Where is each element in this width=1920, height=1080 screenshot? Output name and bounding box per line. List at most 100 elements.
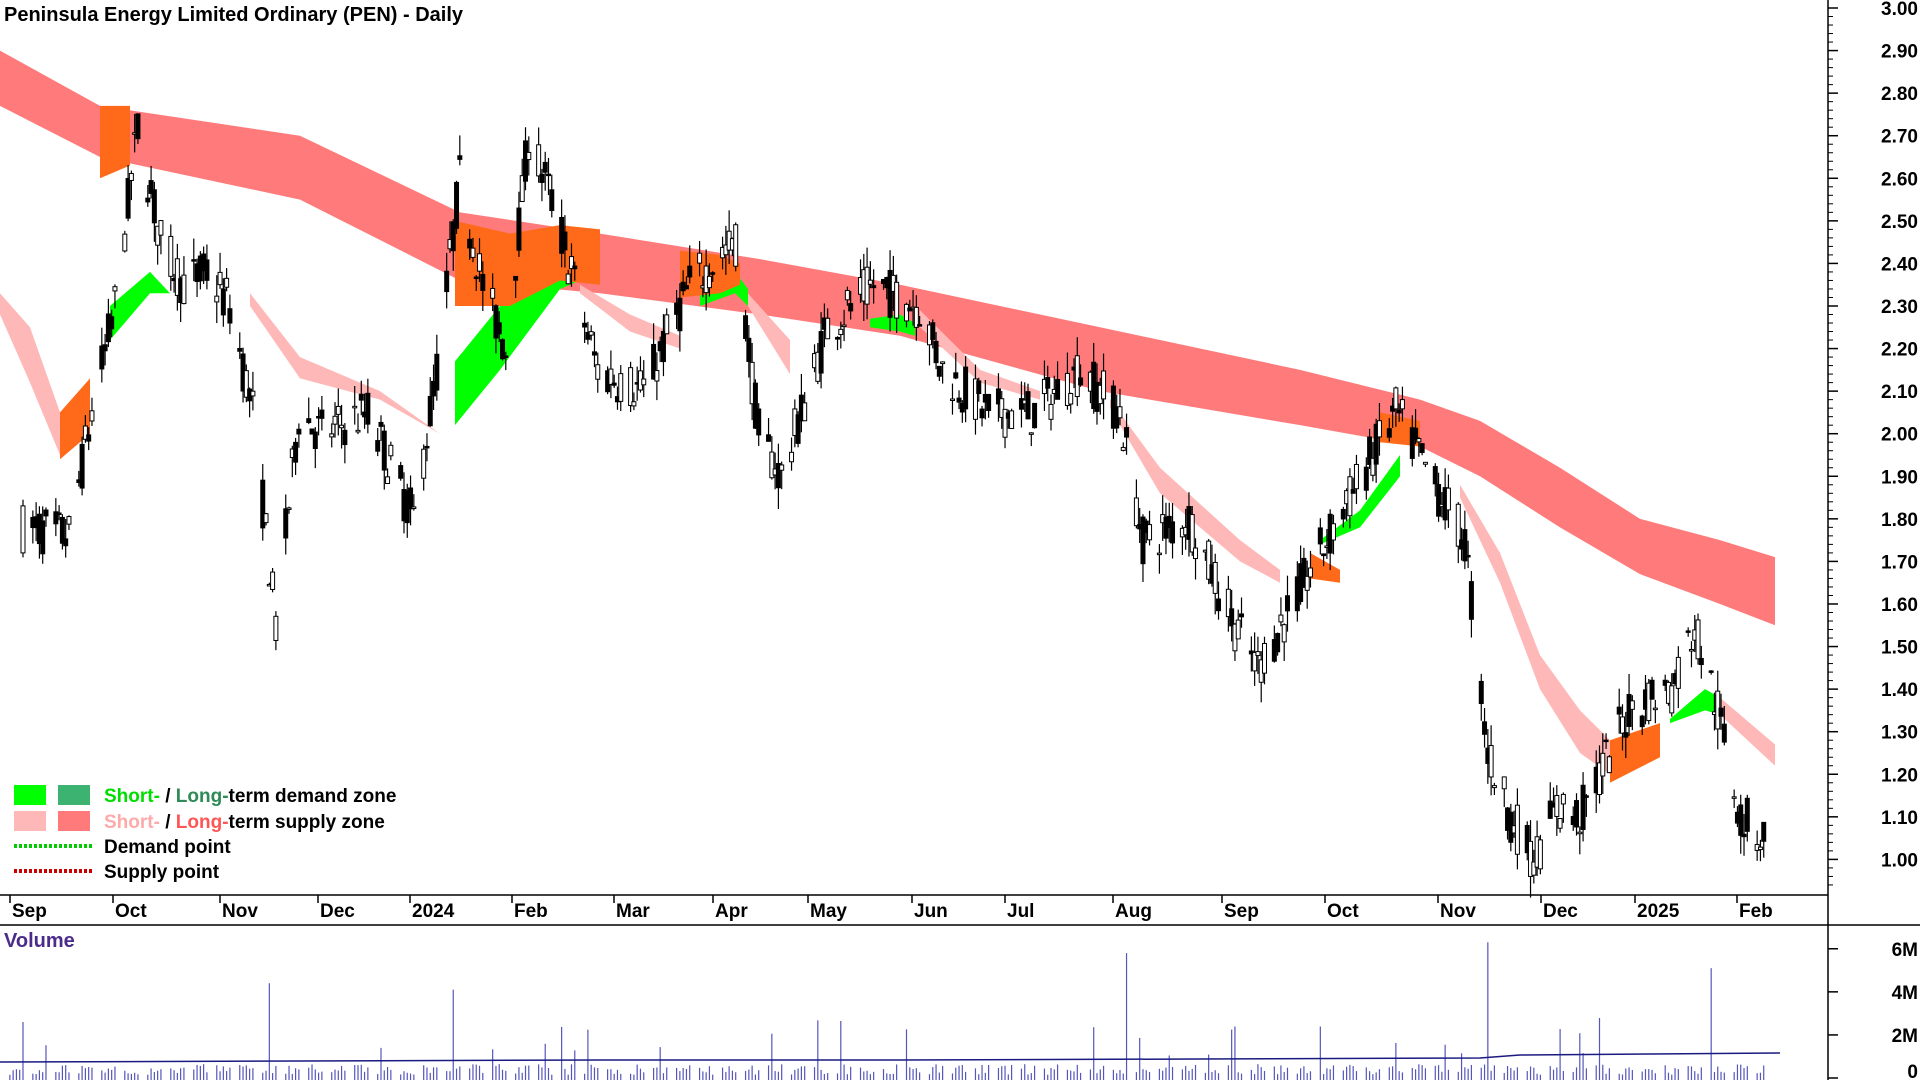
candle-body (158, 220, 164, 236)
price-candle (1741, 813, 1747, 856)
price-candle (1708, 670, 1714, 675)
price-tick-label-2.90: 2.90 (1881, 42, 1918, 63)
price-candle (697, 241, 703, 277)
price-candle (1528, 820, 1534, 898)
candles (20, 113, 1767, 898)
candle-body (155, 225, 161, 246)
price-candle (1514, 788, 1520, 870)
price-candle (549, 174, 555, 218)
legend-supply-rest: term supply zone (229, 812, 385, 833)
candle-body (1229, 608, 1235, 627)
legend: Short- / Long-term demand zone Short- / … (14, 785, 396, 883)
price-tick-label-1.20: 1.20 (1881, 765, 1918, 786)
price-candle (332, 402, 338, 438)
candle-body (99, 345, 105, 370)
candle-body (263, 513, 269, 524)
candle-body (270, 571, 276, 590)
price-candle (664, 308, 670, 335)
price-candle (1757, 839, 1763, 862)
candle-body (1455, 503, 1461, 547)
candle-body (1718, 707, 1724, 717)
price-candle (283, 494, 289, 555)
volume-average-line (0, 1052, 1781, 1063)
price-candle (1646, 678, 1652, 725)
price-candle (1393, 386, 1399, 427)
candle-body (89, 410, 95, 422)
price-candle (1330, 514, 1336, 555)
candle-body (867, 279, 873, 285)
price-candle (710, 271, 716, 283)
price-candle (1373, 418, 1379, 483)
short-term-demand-zone-6 (1670, 689, 1720, 724)
candle-body (1212, 561, 1218, 594)
overlap-zone-5 (1310, 552, 1340, 583)
price-candle (972, 364, 978, 435)
price-candle (536, 127, 542, 183)
price-candle (434, 334, 440, 401)
candle-body (1616, 706, 1622, 715)
candle-body (1482, 721, 1488, 735)
price-candle (125, 165, 131, 222)
candle-body (917, 324, 923, 327)
price-candle (1639, 714, 1645, 735)
candle-body (913, 306, 919, 328)
price-candle (381, 424, 387, 490)
candle-body (1757, 846, 1763, 851)
legend-supply-point: Supply point (104, 862, 220, 883)
price-candle (1261, 636, 1267, 685)
price-candle (168, 224, 174, 291)
x-tick-label-Mar: Mar (616, 901, 650, 922)
short-term-supply-zone-3 (580, 284, 680, 349)
candle-body (378, 421, 384, 427)
candle-body (710, 272, 716, 275)
price-candle (1616, 688, 1622, 734)
price-candle (542, 151, 548, 191)
price-candle (1189, 506, 1195, 556)
candle-body (766, 434, 772, 442)
price-candle (1606, 755, 1612, 774)
price-candle (493, 304, 499, 354)
price-candle (1744, 794, 1750, 842)
candle-body (1068, 392, 1074, 405)
price-candle (1669, 673, 1675, 717)
price-candle (789, 437, 795, 471)
price-candle (1419, 443, 1425, 456)
candle-body (835, 336, 841, 340)
candle-body (903, 303, 909, 322)
price-candle (293, 437, 299, 475)
candle-body (434, 353, 440, 391)
candle-body (53, 511, 59, 525)
price-candle (949, 383, 955, 415)
candle-body (237, 347, 243, 352)
candle-body (411, 506, 417, 509)
price-candle (339, 404, 345, 449)
candle-body (802, 402, 808, 422)
legend-supply-zone: Short- / Long-term supply zone (104, 812, 385, 833)
candle-body (1370, 457, 1376, 476)
candle-body (907, 307, 913, 312)
price-candle (1009, 408, 1015, 429)
price-tick-label-1.00: 1.00 (1881, 850, 1918, 871)
price-candle (1235, 609, 1241, 640)
candle-body (1465, 554, 1471, 558)
candle-body (595, 364, 601, 380)
candle-body (1170, 521, 1176, 544)
candle-body (1685, 630, 1691, 633)
price-candle (611, 374, 617, 388)
price-candle (1193, 538, 1199, 580)
price-candle (66, 515, 72, 530)
price-tick-label-2.40: 2.40 (1881, 254, 1918, 275)
candle-body (1708, 670, 1714, 673)
price-candle (473, 275, 479, 291)
volume-panel (0, 942, 1781, 1080)
candle-body (1560, 793, 1566, 805)
price-candle (1147, 510, 1153, 546)
price-candle (1032, 402, 1038, 429)
price-candle (523, 127, 529, 191)
price-candle (500, 338, 506, 361)
candle-body (1646, 682, 1652, 722)
price-candle (319, 395, 325, 431)
volume-y-axis: 0 2M 4M 6M (1828, 940, 1918, 1080)
price-candle (825, 308, 831, 340)
candle-body (1367, 436, 1373, 465)
